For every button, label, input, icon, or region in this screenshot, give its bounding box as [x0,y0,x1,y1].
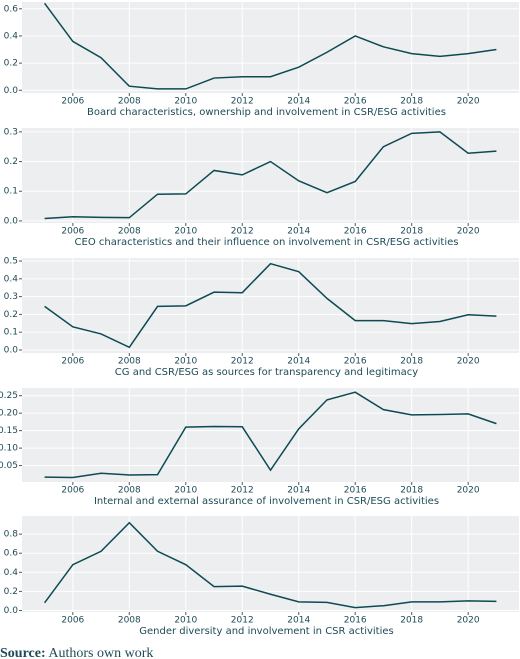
x-tick-label: 2010 [174,616,197,626]
y-tick-label: 0.0 [4,345,19,355]
x-axis-label: CEO characteristics and their influence … [75,237,459,248]
x-tick-label: 2014 [287,486,310,496]
x-tick-label: 2010 [174,357,197,367]
data-line [43,2,497,90]
y-tick-label: 0.2 [4,587,18,597]
x-tick-label: 2008 [118,97,141,107]
x-tick-label: 2014 [287,616,310,626]
y-tick-label: 0.8 [4,530,19,540]
x-tick-label: 2012 [231,486,254,496]
y-tick-label: 0.20 [0,409,18,419]
plot-area [22,128,519,223]
subplot: 0.0 0.2 0.4 0.6 0.8 2006 2008 2010 2012 2014 2016 2… [4,516,519,637]
y-tick-label: 0.0 [4,216,19,226]
x-tick-label: 2016 [344,486,367,496]
x-tick-label: 2020 [457,486,480,496]
x-tick-label: 2014 [287,227,310,237]
subplot: 0.05 0.10 0.15 0.20 0.25 2006 2008 2010 2012 2014… [0,388,519,507]
x-tick-label: 2020 [457,97,480,107]
x-tick-label: 2014 [287,357,310,367]
y-tick-label: 0.4 [4,568,19,578]
x-tick-label: 2012 [231,357,254,367]
subplot: 0.0 0.1 0.2 0.3 2006 2008 2010 2012 2014 2016 2018… [4,127,519,248]
x-axis-label: Gender diversity and involvement in CSR … [139,626,394,637]
x-tick-label: 2012 [231,227,254,237]
x-tick-label: 2006 [61,616,84,626]
source: Source: Authors own work [0,646,153,659]
y-tick-label: 0.25 [0,391,18,401]
y-tick-label: 0.6 [4,549,19,559]
x-tick-label: 2016 [344,227,367,237]
x-tick-label: 2018 [400,97,423,107]
x-tick-label: 2016 [344,357,367,367]
x-tick-label: 2008 [118,616,141,626]
y-tick-label: 0.1 [4,187,18,197]
x-tick-label: 2016 [344,97,367,107]
x-axis-label: CG and CSR/ESG as sources for transparen… [115,367,418,378]
subplot: 0.0 0.2 0.4 0.6 2006 2008 2010 2012 2014 2016 2018… [4,2,519,118]
plot-area [22,388,519,482]
y-tick-label: 0.1 [4,328,18,338]
x-axis-label: Internal and external assurance of invol… [94,496,439,507]
y-tick-label: 0.4 [4,274,19,284]
x-tick-label: 2008 [118,227,141,237]
y-tick-label: 0.4 [4,31,19,41]
x-tick-label: 2020 [457,616,480,626]
x-tick-label: 2018 [400,227,423,237]
y-tick-label: 0.10 [0,444,18,454]
x-tick-label: 2014 [287,97,310,107]
x-tick-label: 2012 [231,616,254,626]
x-tick-label: 2018 [400,486,423,496]
source-text: Authors own work [48,646,153,659]
x-tick-label: 2008 [118,486,141,496]
source-label: Source: [0,646,46,659]
x-tick-label: 2018 [400,357,423,367]
x-tick-label: 2020 [457,227,480,237]
x-tick-label: 2012 [231,97,254,107]
y-tick-label: 0.0 [4,86,19,96]
plot-area [22,516,519,612]
y-tick-label: 0.2 [4,157,18,167]
y-tick-label: 0.2 [4,310,18,320]
x-tick-label: 2006 [61,357,84,367]
x-tick-label: 2008 [118,357,141,367]
data-line [44,262,497,349]
plot-area [22,258,519,353]
data-line [44,391,497,479]
y-tick-label: 0.15 [0,426,18,436]
y-tick-label: 0.2 [4,59,18,69]
x-tick-label: 2010 [174,97,197,107]
data-line [44,131,497,220]
x-tick-label: 2010 [174,486,197,496]
y-tick-label: 0.6 [4,4,19,14]
y-tick-label: 0.3 [4,292,18,302]
x-tick-label: 2016 [344,616,367,626]
x-tick-label: 2006 [61,486,84,496]
subplot: 0.0 0.1 0.2 0.3 0.4 0.5 2006 2008 2010 2012 2014 20… [4,257,519,378]
y-tick-label: 0.05 [0,461,18,471]
plot-area [22,2,519,93]
x-tick-label: 2006 [61,97,84,107]
data-line [43,521,497,609]
x-axis-label: Board characteristics, ownership and inv… [87,107,446,118]
y-tick-label: 0.3 [4,127,18,137]
x-tick-label: 2020 [457,357,480,367]
x-tick-label: 2006 [61,227,84,237]
y-tick-label: 0.0 [4,606,19,616]
y-tick-label: 0.5 [4,257,18,267]
x-tick-label: 2010 [174,227,197,237]
x-tick-label: 2018 [400,616,423,626]
